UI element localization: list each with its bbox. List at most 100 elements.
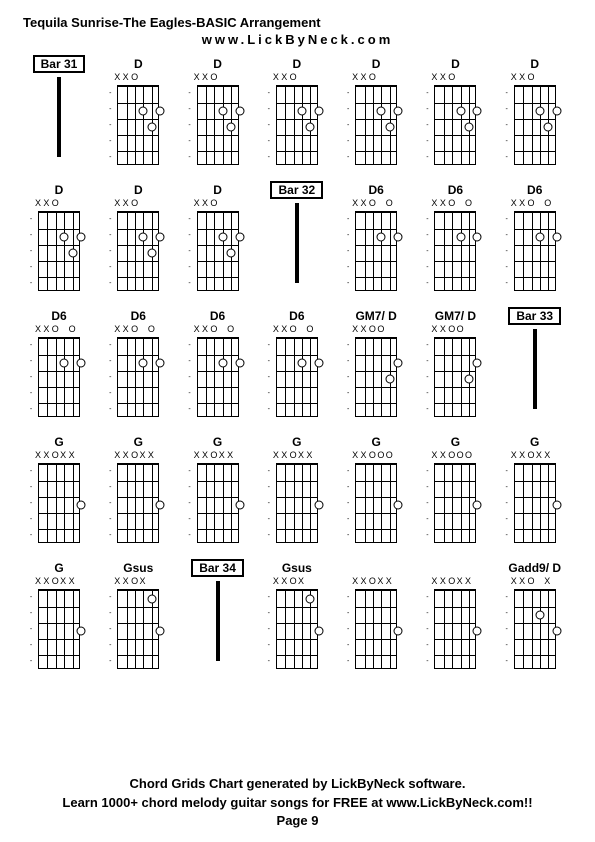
barline — [295, 203, 299, 283]
nut-markers: XXO — [511, 73, 559, 85]
bar-label: Bar 33 — [508, 307, 561, 325]
fret-side-markers: ----- — [185, 463, 195, 543]
chord-cell: DXXO----- — [182, 181, 254, 301]
finger-dot — [156, 107, 165, 116]
nut-markers: XXO — [431, 73, 479, 85]
chord-diagram: XXOXX----- — [504, 451, 566, 549]
chord-cell: GXXOXX----- — [102, 433, 174, 553]
nut-markers: XXOXX — [114, 451, 162, 463]
nut-markers: XXO — [114, 73, 162, 85]
chord-label: G — [530, 433, 539, 451]
finger-dot — [139, 233, 148, 242]
finger-dot — [235, 501, 244, 510]
chord-cell: DXXO----- — [419, 55, 491, 175]
chord-diagram: XXOO----- — [28, 325, 90, 423]
chord-label: D — [134, 181, 143, 199]
nut-markers: XXOXX — [35, 577, 83, 589]
chord-diagram: XXOOO----- — [424, 451, 486, 549]
finger-dot — [218, 107, 227, 116]
chord-diagram: XXOXX----- — [345, 577, 407, 675]
fret-side-markers: ----- — [422, 85, 432, 165]
fret-side-markers: ----- — [343, 85, 353, 165]
chord-cell: GsusXXOX----- — [102, 559, 174, 679]
finger-dot — [552, 107, 561, 116]
finger-dot — [235, 359, 244, 368]
chord-diagram: XXOX----- — [504, 577, 566, 675]
bar-cell: Bar 31 — [23, 55, 95, 175]
fretboard — [434, 337, 476, 417]
fretboard — [514, 85, 556, 165]
chord-label: D — [372, 55, 381, 73]
nut-markers: XXOO — [273, 325, 321, 337]
fretboard — [434, 211, 476, 291]
finger-dot — [473, 501, 482, 510]
finger-dot — [473, 233, 482, 242]
chord-diagram: XXOO----- — [345, 199, 407, 297]
finger-dot — [60, 233, 69, 242]
fretboard — [117, 211, 159, 291]
chord-diagram: XXOXX----- — [107, 451, 169, 549]
chord-diagram: XXOO----- — [424, 325, 486, 423]
chord-diagram: XXOXX----- — [28, 577, 90, 675]
fretboard — [117, 463, 159, 543]
fretboard — [514, 463, 556, 543]
fretboard — [355, 463, 397, 543]
chord-label: D6 — [527, 181, 542, 199]
finger-dot — [456, 107, 465, 116]
fret-side-markers: ----- — [26, 211, 36, 291]
barline — [533, 329, 537, 409]
fret-side-markers: ----- — [502, 463, 512, 543]
fret-side-markers: ----- — [343, 589, 353, 669]
finger-dot — [394, 501, 403, 510]
finger-dot — [314, 359, 323, 368]
chord-label: G — [371, 433, 380, 451]
nut-markers: XXO — [273, 73, 321, 85]
fret-side-markers: ----- — [185, 337, 195, 417]
chord-label: GM7/ D — [435, 307, 476, 325]
chord-diagram: XXOO----- — [266, 325, 328, 423]
nut-markers: XXOX — [511, 577, 559, 589]
chord-label: G — [134, 433, 143, 451]
nut-markers: XXOO — [352, 199, 400, 211]
fret-side-markers: ----- — [343, 463, 353, 543]
finger-dot — [77, 501, 86, 510]
chord-label: D6 — [448, 181, 463, 199]
finger-dot — [314, 501, 323, 510]
chord-label: G — [451, 433, 460, 451]
footer-line-1: Chord Grids Chart generated by LickByNec… — [0, 775, 595, 793]
fretboard — [117, 85, 159, 165]
chord-label: D — [530, 55, 539, 73]
chord-diagram: XXOO----- — [187, 325, 249, 423]
chord-cell: D6XXOO----- — [340, 181, 412, 301]
fretboard — [355, 589, 397, 669]
chord-cell: GXXOXX----- — [23, 433, 95, 553]
finger-dot — [377, 107, 386, 116]
chord-diagram: XXOO----- — [107, 325, 169, 423]
nut-markers: XXOO — [431, 325, 479, 337]
nut-markers: XXOO — [431, 199, 479, 211]
fret-side-markers: ----- — [264, 337, 274, 417]
fret-side-markers: ----- — [502, 589, 512, 669]
nut-markers: XXO — [114, 199, 162, 211]
fretboard — [197, 85, 239, 165]
fret-side-markers: ----- — [343, 337, 353, 417]
finger-dot — [473, 627, 482, 636]
page-title: Tequila Sunrise-The Eagles-BASIC Arrange… — [23, 15, 580, 30]
finger-dot — [227, 249, 236, 258]
chord-cell: GM7/ DXXOO----- — [340, 307, 412, 427]
chord-cell: GXXOXX----- — [182, 433, 254, 553]
chord-cell: Gadd9/ DXXOX----- — [499, 559, 571, 679]
fretboard — [38, 463, 80, 543]
nut-markers: XXOO — [114, 325, 162, 337]
fret-side-markers: ----- — [185, 211, 195, 291]
chord-cell: DXXO----- — [182, 55, 254, 175]
chord-label: D6 — [51, 307, 66, 325]
finger-dot — [77, 359, 86, 368]
finger-dot — [156, 627, 165, 636]
finger-dot — [552, 501, 561, 510]
chord-cell: GXXOXX----- — [23, 559, 95, 679]
chord-label: D — [293, 55, 302, 73]
fret-side-markers: ----- — [422, 589, 432, 669]
chord-cell: D6XXOO----- — [499, 181, 571, 301]
finger-dot — [306, 123, 315, 132]
